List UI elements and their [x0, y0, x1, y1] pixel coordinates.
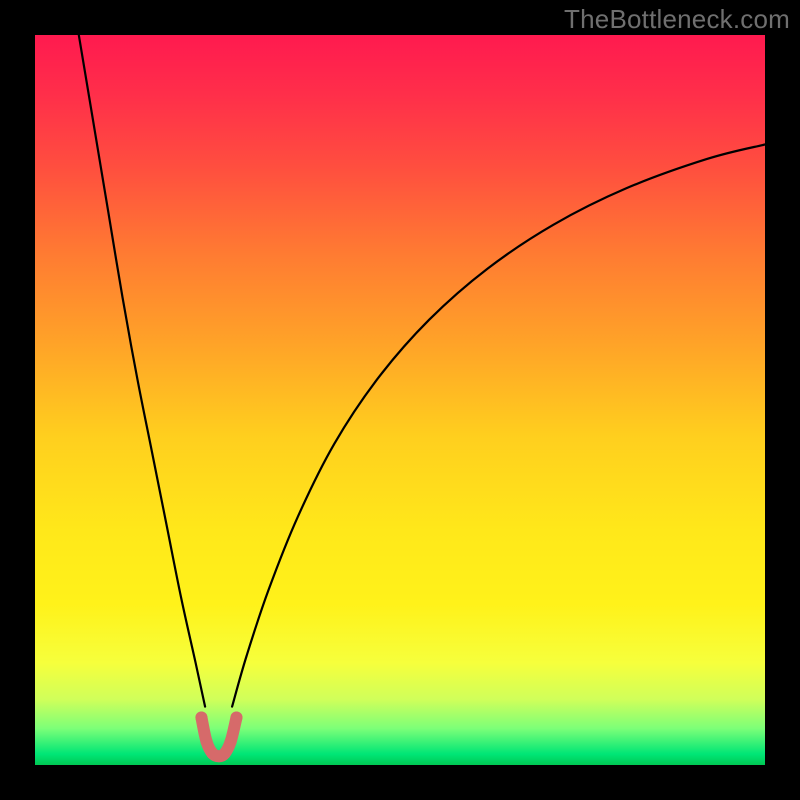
- highlight-marker: [225, 736, 237, 748]
- watermark-text: TheBottleneck.com: [564, 4, 790, 35]
- chart-canvas: TheBottleneck.com: [0, 0, 800, 800]
- plot-background: [35, 35, 765, 765]
- highlight-marker: [201, 736, 213, 748]
- bottleneck-plot: [0, 0, 800, 800]
- highlight-marker: [230, 712, 242, 724]
- highlight-marker: [195, 712, 207, 724]
- highlight-marker: [219, 747, 231, 759]
